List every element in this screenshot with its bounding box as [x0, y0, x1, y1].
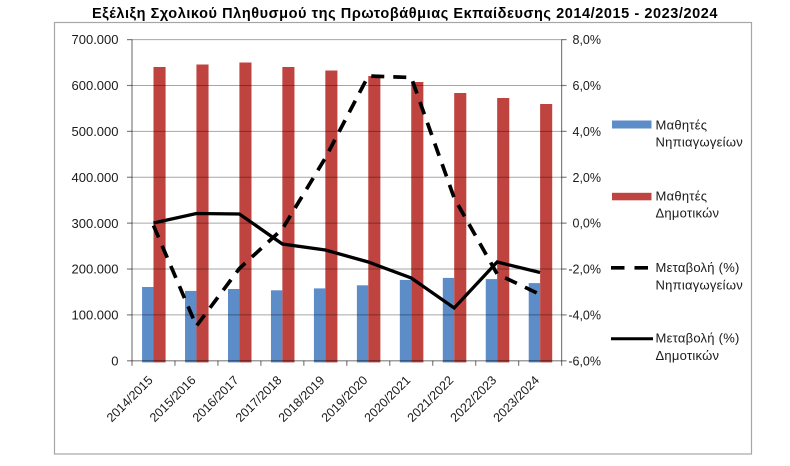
svg-text:6,0%: 6,0%: [573, 79, 602, 93]
svg-text:500.000: 500.000: [72, 124, 119, 139]
svg-text:Μαθητές: Μαθητές: [656, 117, 708, 132]
svg-text:Νηπιαγωγείων: Νηπιαγωγείων: [656, 277, 743, 292]
svg-text:4,0%: 4,0%: [573, 125, 602, 139]
svg-text:0: 0: [111, 353, 118, 368]
svg-text:Μεταβολή (%): Μεταβολή (%): [656, 331, 740, 346]
svg-text:2023/2024: 2023/2024: [491, 373, 543, 425]
svg-text:-4,0%: -4,0%: [568, 308, 601, 322]
svg-text:8,0%: 8,0%: [573, 33, 602, 47]
svg-text:400.000: 400.000: [72, 170, 119, 185]
svg-text:-6,0%: -6,0%: [568, 354, 601, 368]
svg-text:Μεταβολή (%): Μεταβολή (%): [656, 260, 740, 275]
svg-text:Νηπιαγωγείων: Νηπιαγωγείων: [656, 135, 743, 150]
svg-text:Εξέλιξη Σχολικού Πληθυσμού της: Εξέλιξη Σχολικού Πληθυσμού της Πρωτοβάθμ…: [92, 6, 718, 22]
svg-text:Δημοτικών: Δημοτικών: [656, 348, 720, 363]
svg-text:300.000: 300.000: [72, 216, 119, 231]
svg-text:0,0%: 0,0%: [573, 217, 602, 231]
svg-text:100.000: 100.000: [72, 308, 119, 323]
svg-text:-2,0%: -2,0%: [568, 263, 601, 277]
svg-text:Μαθητές: Μαθητές: [656, 188, 708, 203]
svg-text:2,0%: 2,0%: [573, 171, 602, 185]
svg-text:700.000: 700.000: [72, 32, 119, 47]
svg-text:200.000: 200.000: [72, 262, 119, 277]
svg-text:600.000: 600.000: [72, 78, 119, 93]
svg-text:Δημοτικών: Δημοτικών: [656, 206, 720, 221]
